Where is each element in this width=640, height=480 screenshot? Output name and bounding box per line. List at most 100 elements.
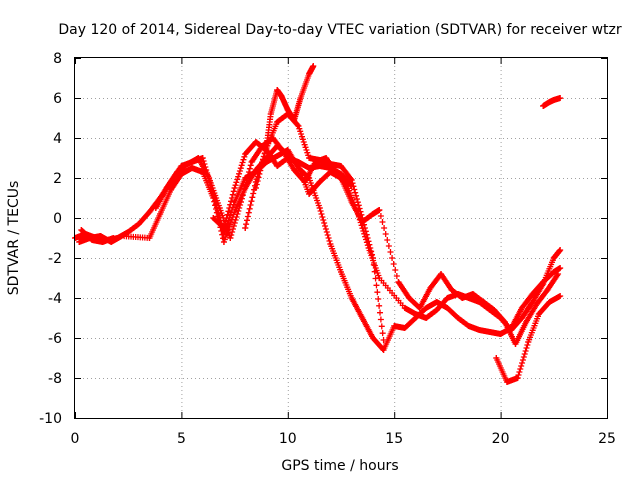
data-point (406, 295, 413, 301)
data-point (348, 183, 355, 189)
data-point (444, 305, 451, 311)
data-point (465, 295, 472, 301)
data-point (110, 235, 117, 241)
data-point (416, 305, 423, 311)
data-point (493, 355, 500, 361)
data-point (99, 239, 106, 245)
data-point (184, 161, 191, 167)
data-point (486, 329, 493, 335)
data-point (557, 265, 564, 271)
data-point (395, 279, 402, 285)
plot-frame (74, 57, 608, 419)
data-point (469, 291, 476, 297)
data-point (291, 167, 298, 173)
data-point (369, 335, 376, 341)
data-point (433, 299, 440, 305)
data-point (546, 99, 553, 105)
data-point (316, 163, 323, 169)
data-point (555, 271, 562, 277)
data-point (248, 159, 255, 165)
data-point (533, 301, 540, 307)
data-point (231, 185, 238, 191)
data-point (412, 311, 419, 317)
series-track-d (242, 111, 564, 385)
data-point (210, 215, 217, 221)
data-point (227, 235, 234, 241)
data-point (316, 157, 323, 163)
data-point (216, 205, 223, 211)
y-axis-label: SDTVAR / TECUs (6, 181, 22, 296)
y-tick-label: 6 (53, 91, 62, 107)
x-tick-label: 20 (492, 431, 510, 447)
data-point (427, 285, 434, 291)
data-point (359, 315, 366, 321)
data-point (540, 103, 547, 109)
data-point (327, 165, 334, 171)
data-point (220, 239, 227, 245)
data-point (465, 323, 472, 329)
data-point (237, 199, 244, 205)
data-point (525, 339, 532, 345)
data-point (195, 155, 202, 161)
data-point (306, 191, 313, 197)
data-point (327, 241, 334, 247)
data-point (189, 165, 196, 171)
data-point (544, 287, 551, 293)
data-point (486, 307, 493, 313)
x-tick-label: 5 (177, 431, 186, 447)
series-trail (76, 143, 561, 347)
chart-title: Day 120 of 2014, Sidereal Day-to-day VTE… (58, 22, 622, 38)
y-tick-label: -2 (48, 251, 62, 267)
y-tick-label: 8 (53, 51, 62, 67)
data-point (284, 107, 291, 113)
series-trail (72, 147, 563, 353)
grid-lines (75, 58, 607, 418)
data-point (291, 117, 298, 123)
data-point (444, 295, 451, 301)
data-point (252, 185, 259, 191)
data-point (401, 305, 408, 311)
data-point (455, 315, 462, 321)
y-tick-label: 2 (53, 171, 62, 187)
data-point (306, 71, 313, 77)
data-point (512, 341, 519, 347)
data-point (550, 269, 557, 275)
y-tick-label: -8 (48, 371, 62, 387)
data-point (438, 271, 445, 277)
data-point (280, 149, 287, 155)
data-point (380, 347, 387, 353)
data-point (497, 331, 504, 337)
data-point (369, 255, 376, 261)
x-tick-label: 10 (279, 431, 297, 447)
data-point (146, 235, 153, 241)
data-point (338, 163, 344, 169)
data-point (146, 209, 153, 215)
data-point (118, 233, 125, 239)
data-point (448, 287, 455, 293)
y-tick-label: -4 (48, 291, 62, 307)
data-point (157, 211, 164, 217)
data-point (242, 151, 249, 157)
data-point (220, 225, 227, 231)
data-point (135, 221, 142, 227)
data-point (359, 215, 366, 221)
data-point (284, 155, 291, 161)
data-point (369, 211, 376, 217)
series-track-a (72, 147, 564, 353)
data-point (550, 97, 557, 103)
data-point (423, 305, 430, 311)
x-tick-label: 25 (598, 431, 616, 447)
data-point (338, 171, 344, 177)
data-point (274, 163, 281, 169)
data-point (267, 111, 274, 117)
data-point (242, 225, 249, 231)
data-point (174, 169, 181, 175)
data-point (380, 337, 387, 343)
data-point (252, 139, 259, 145)
data-point (550, 255, 557, 261)
data-point (476, 299, 483, 305)
data-point (455, 291, 462, 297)
data-point (297, 95, 304, 101)
data-point (316, 205, 323, 211)
